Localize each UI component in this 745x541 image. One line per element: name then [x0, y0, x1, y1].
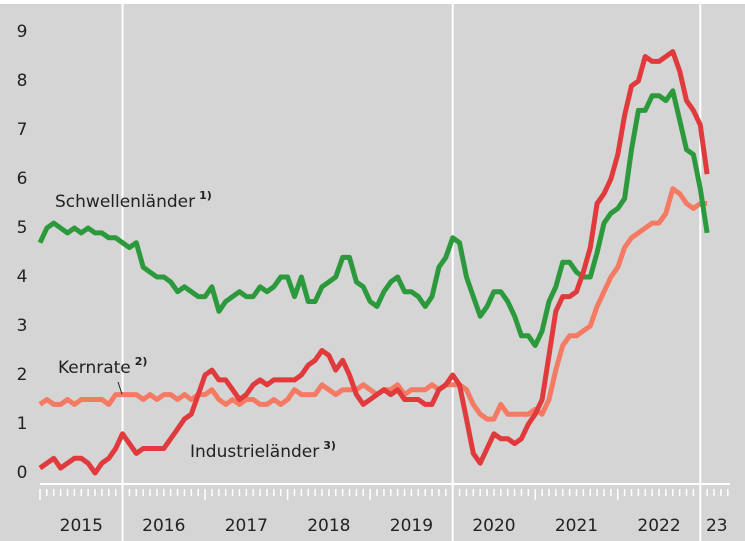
- annotation-text: Schwellenländer: [55, 192, 195, 212]
- annotation: Schwellenländer 1): [55, 189, 212, 212]
- x-tick-label: 2022: [637, 516, 680, 536]
- x-tick-label: 23: [706, 516, 728, 536]
- y-tick-label: 0: [17, 463, 28, 483]
- annotation-text: Industrieländer: [190, 442, 319, 462]
- y-tick-label: 7: [17, 120, 28, 140]
- annotation-note: 3): [323, 439, 336, 452]
- x-tick-label: 2015: [60, 516, 103, 536]
- x-tick-label: 2019: [390, 516, 433, 536]
- y-tick-label: 6: [17, 169, 28, 189]
- annotation: Kernrate 2): [58, 355, 147, 378]
- x-tick-label: 2017: [225, 516, 268, 536]
- annotation-text: Kernrate: [58, 358, 131, 378]
- series-line: [37, 88, 710, 349]
- top-border: [0, 0, 745, 4]
- annotation-note: 1): [199, 189, 212, 202]
- annotation-note: 2): [135, 355, 148, 368]
- y-tick-label: 9: [17, 22, 28, 42]
- y-tick-label: 2: [17, 365, 28, 385]
- annotation: Industrieländer 3): [190, 439, 336, 462]
- y-tick-label: 5: [17, 218, 28, 238]
- leader-line: [117, 381, 123, 395]
- x-tick-label: 2021: [555, 516, 598, 536]
- y-tick-label: 3: [17, 316, 28, 336]
- y-tick-label: 1: [17, 414, 28, 434]
- y-tick-label: 4: [17, 267, 28, 287]
- y-tick-label: 8: [17, 71, 28, 91]
- x-tick-label: 2020: [472, 516, 515, 536]
- series-line: [38, 49, 710, 476]
- x-tick-label: 2018: [307, 516, 350, 536]
- x-tick-label: 2016: [142, 516, 185, 536]
- series-line: [38, 186, 708, 422]
